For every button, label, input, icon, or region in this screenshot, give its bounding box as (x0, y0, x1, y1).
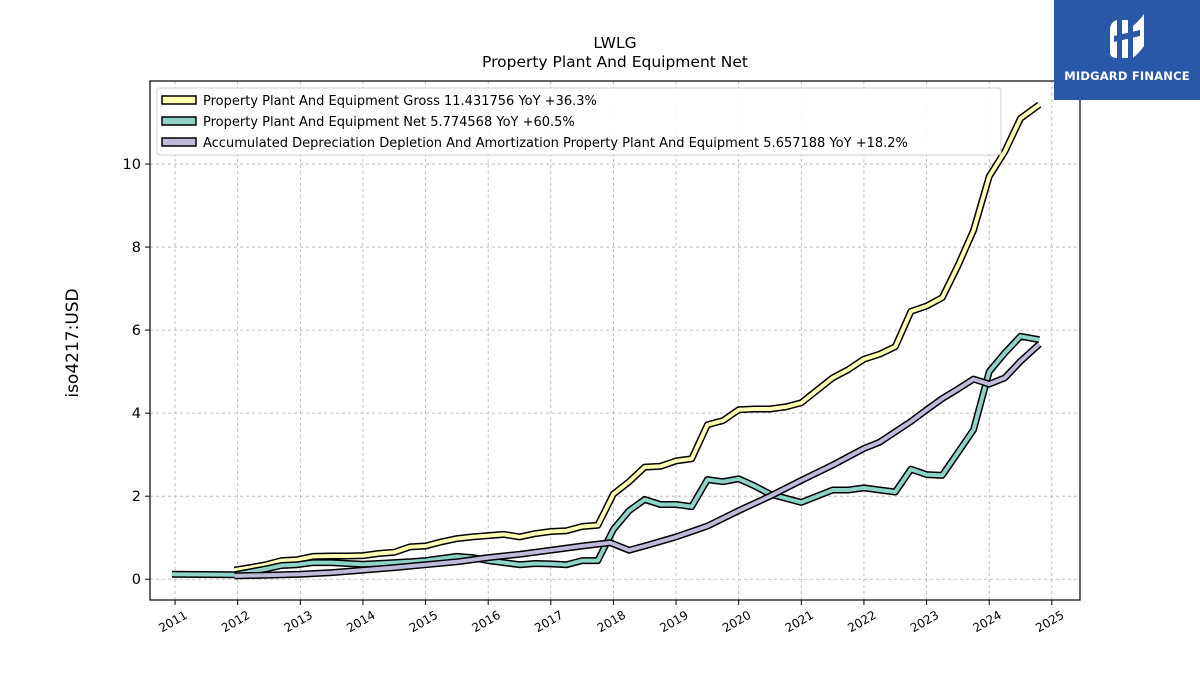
brand-logo: MIDGARD FINANCE (1054, 0, 1200, 100)
chart-title: LWLG (593, 34, 636, 52)
y-tick-label: 2 (132, 489, 141, 505)
x-tick-label: 2018 (595, 608, 628, 635)
y-tick-label: 10 (123, 157, 141, 173)
legend-label: Property Plant And Equipment Net 5.77456… (203, 115, 575, 130)
y-axis-label: iso4217:USD (63, 288, 83, 397)
x-tick-label: 2019 (657, 608, 690, 635)
series-line-outline (234, 341, 1042, 580)
legend-label: Property Plant And Equipment Gross 11.43… (203, 94, 597, 109)
x-tick-label: 2024 (970, 608, 1003, 635)
x-tick-label: 2020 (720, 608, 753, 635)
grid-lines (150, 81, 1080, 600)
y-tick-label: 0 (132, 572, 141, 588)
series-lines (171, 101, 1042, 580)
x-tick-label: 2014 (344, 608, 377, 635)
x-tick-label: 2021 (783, 608, 816, 635)
x-tick-label: 2012 (219, 608, 252, 635)
x-tick-label: 2022 (845, 608, 878, 635)
x-tick-label: 2015 (407, 608, 440, 635)
series-line (234, 103, 1041, 573)
midgard-logo-icon (1110, 14, 1144, 58)
y-tick-label: 6 (132, 323, 141, 339)
brand-name: MIDGARD FINANCE (1064, 69, 1190, 83)
y-tick-label: 8 (132, 240, 141, 256)
x-tick-label: 2025 (1033, 608, 1066, 635)
x-tick-label: 2023 (908, 608, 941, 635)
legend-swatch (161, 116, 197, 126)
legend-label: Accumulated Depreciation Depletion And A… (203, 136, 908, 151)
y-axis: 0 2 4 6 8 10 (123, 157, 150, 588)
series-line-outline (233, 101, 1042, 574)
legend-box (156, 87, 1002, 156)
x-tick-label: 2016 (469, 608, 502, 635)
chart-subtitle: Property Plant And Equipment Net (482, 53, 748, 71)
x-axis: 2011 2012 2013 2014 2015 2016 2017 2018 2019 2020… (156, 600, 1067, 635)
legend-swatch (161, 137, 197, 147)
plot-frame (149, 80, 1081, 601)
x-tick-label: 2013 (282, 608, 315, 635)
y-tick-label: 4 (132, 406, 141, 422)
series-line-outline (171, 332, 1040, 579)
x-tick-label: 2017 (532, 608, 565, 635)
series-line (171, 334, 1040, 577)
x-tick-label: 2011 (156, 608, 189, 635)
legend-swatch (161, 95, 197, 105)
series-line (234, 342, 1041, 578)
chart-legend: Property Plant And Equipment Gross 11.43… (156, 87, 1002, 156)
